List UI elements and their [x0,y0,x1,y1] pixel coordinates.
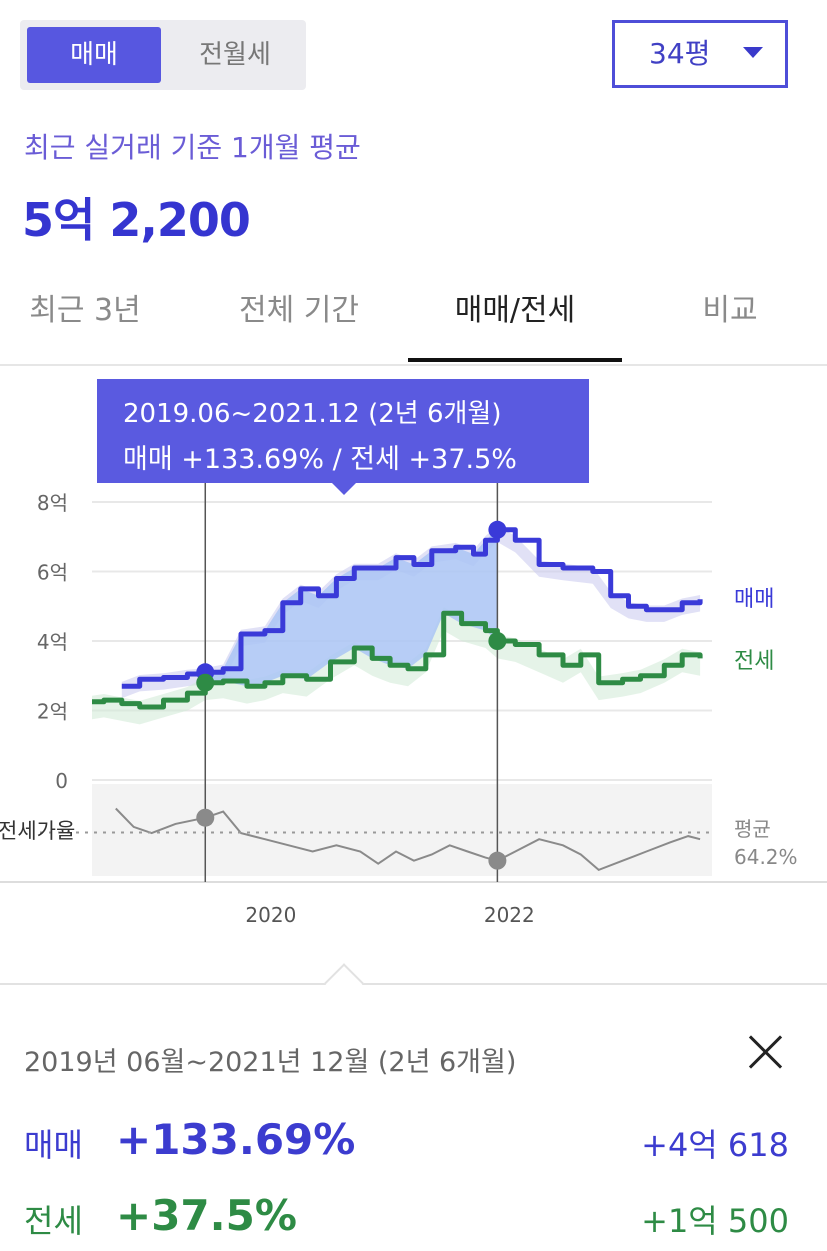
chart-lines [40,527,712,872]
tooltip-changes: 매매 +133.69% / 전세 +37.5% [123,444,517,475]
tooltip-range: 2019.06~2021.12 (2년 6개월) [123,399,502,429]
rent-marker-0 [196,673,215,692]
ratio-marker-1 [488,851,507,870]
price-basis-subtitle: 최근 실거래 기준 1개월 평균 [24,131,361,164]
ytick-label-0: 0 [55,769,68,793]
sale-line [121,527,703,689]
dropdown-caret-icon [743,47,763,58]
selection-tooltip: 2019.06~2021.12 (2년 6개월) 매매 +133.69% / 전… [97,379,589,483]
sale-toggle-button[interactable]: 매매 [27,27,161,83]
detail-rent-abs: +1억 500 [641,1202,789,1240]
trade-type-toggle: 매매 전월세 [20,20,306,90]
ratio-average-value: 64.2% [734,845,798,869]
tab-sale-rent[interactable]: 매매/전세 [454,293,576,328]
rent-toggle-button[interactable]: 전월세 [199,40,271,70]
ratio-line [115,807,701,872]
ytick-label-2: 4억 [37,630,68,654]
ratio-panel-bg [92,784,712,876]
active-tab-indicator [408,358,622,362]
detail-sale-abs: +4억 618 [641,1126,789,1164]
detail-panel-border [0,983,827,985]
tooltip-pointer [330,481,358,495]
rent-series-label: 전세 [734,649,774,674]
detail-sale-pct: +133.69% [116,1115,356,1164]
chart-markers [196,520,507,870]
selection-fill [205,529,498,687]
chart-ticks: 0 2억 4억 6억 8억 2020 2022 [37,491,535,927]
sale-range-band [121,525,701,699]
size-dropdown[interactable]: 34평 [612,20,788,88]
sale-marker-1 [488,520,507,539]
rent-line [92,610,703,710]
detail-range: 2019년 06월~2021년 12월 (2년 6개월) [24,1047,517,1078]
ratio-marker-0 [196,808,215,827]
ytick-label-1: 2억 [37,700,68,724]
ytick-label-3: 6억 [37,561,68,585]
close-icon[interactable] [744,1030,788,1074]
ytick-label-4: 8억 [37,491,68,515]
sale-series-label: 매매 [734,587,774,612]
size-dropdown-value: 34평 [649,37,711,70]
rent-marker-1 [488,632,507,650]
xtick-label-0: 2020 [245,903,296,927]
ratio-panel [0,784,827,883]
period-tabs: 최근 3년 전체 기간 매매/전세 비교 [0,286,827,366]
tab-compare[interactable]: 비교 [702,293,758,328]
ratio-series-label: 전세가율 [0,819,75,843]
average-price: 5억 2,200 [22,193,251,247]
tabs-divider [0,364,827,366]
tab-all-period[interactable]: 전체 기간 [239,293,359,328]
tab-recent-3y[interactable]: 최근 3년 [29,293,141,328]
detail-sale-label: 매매 [24,1126,83,1164]
detail-rent-pct: +37.5% [116,1191,297,1240]
xtick-label-1: 2022 [484,903,535,927]
detail-rent-label: 전세 [24,1202,83,1240]
ratio-average-label: 평균 [734,817,771,841]
